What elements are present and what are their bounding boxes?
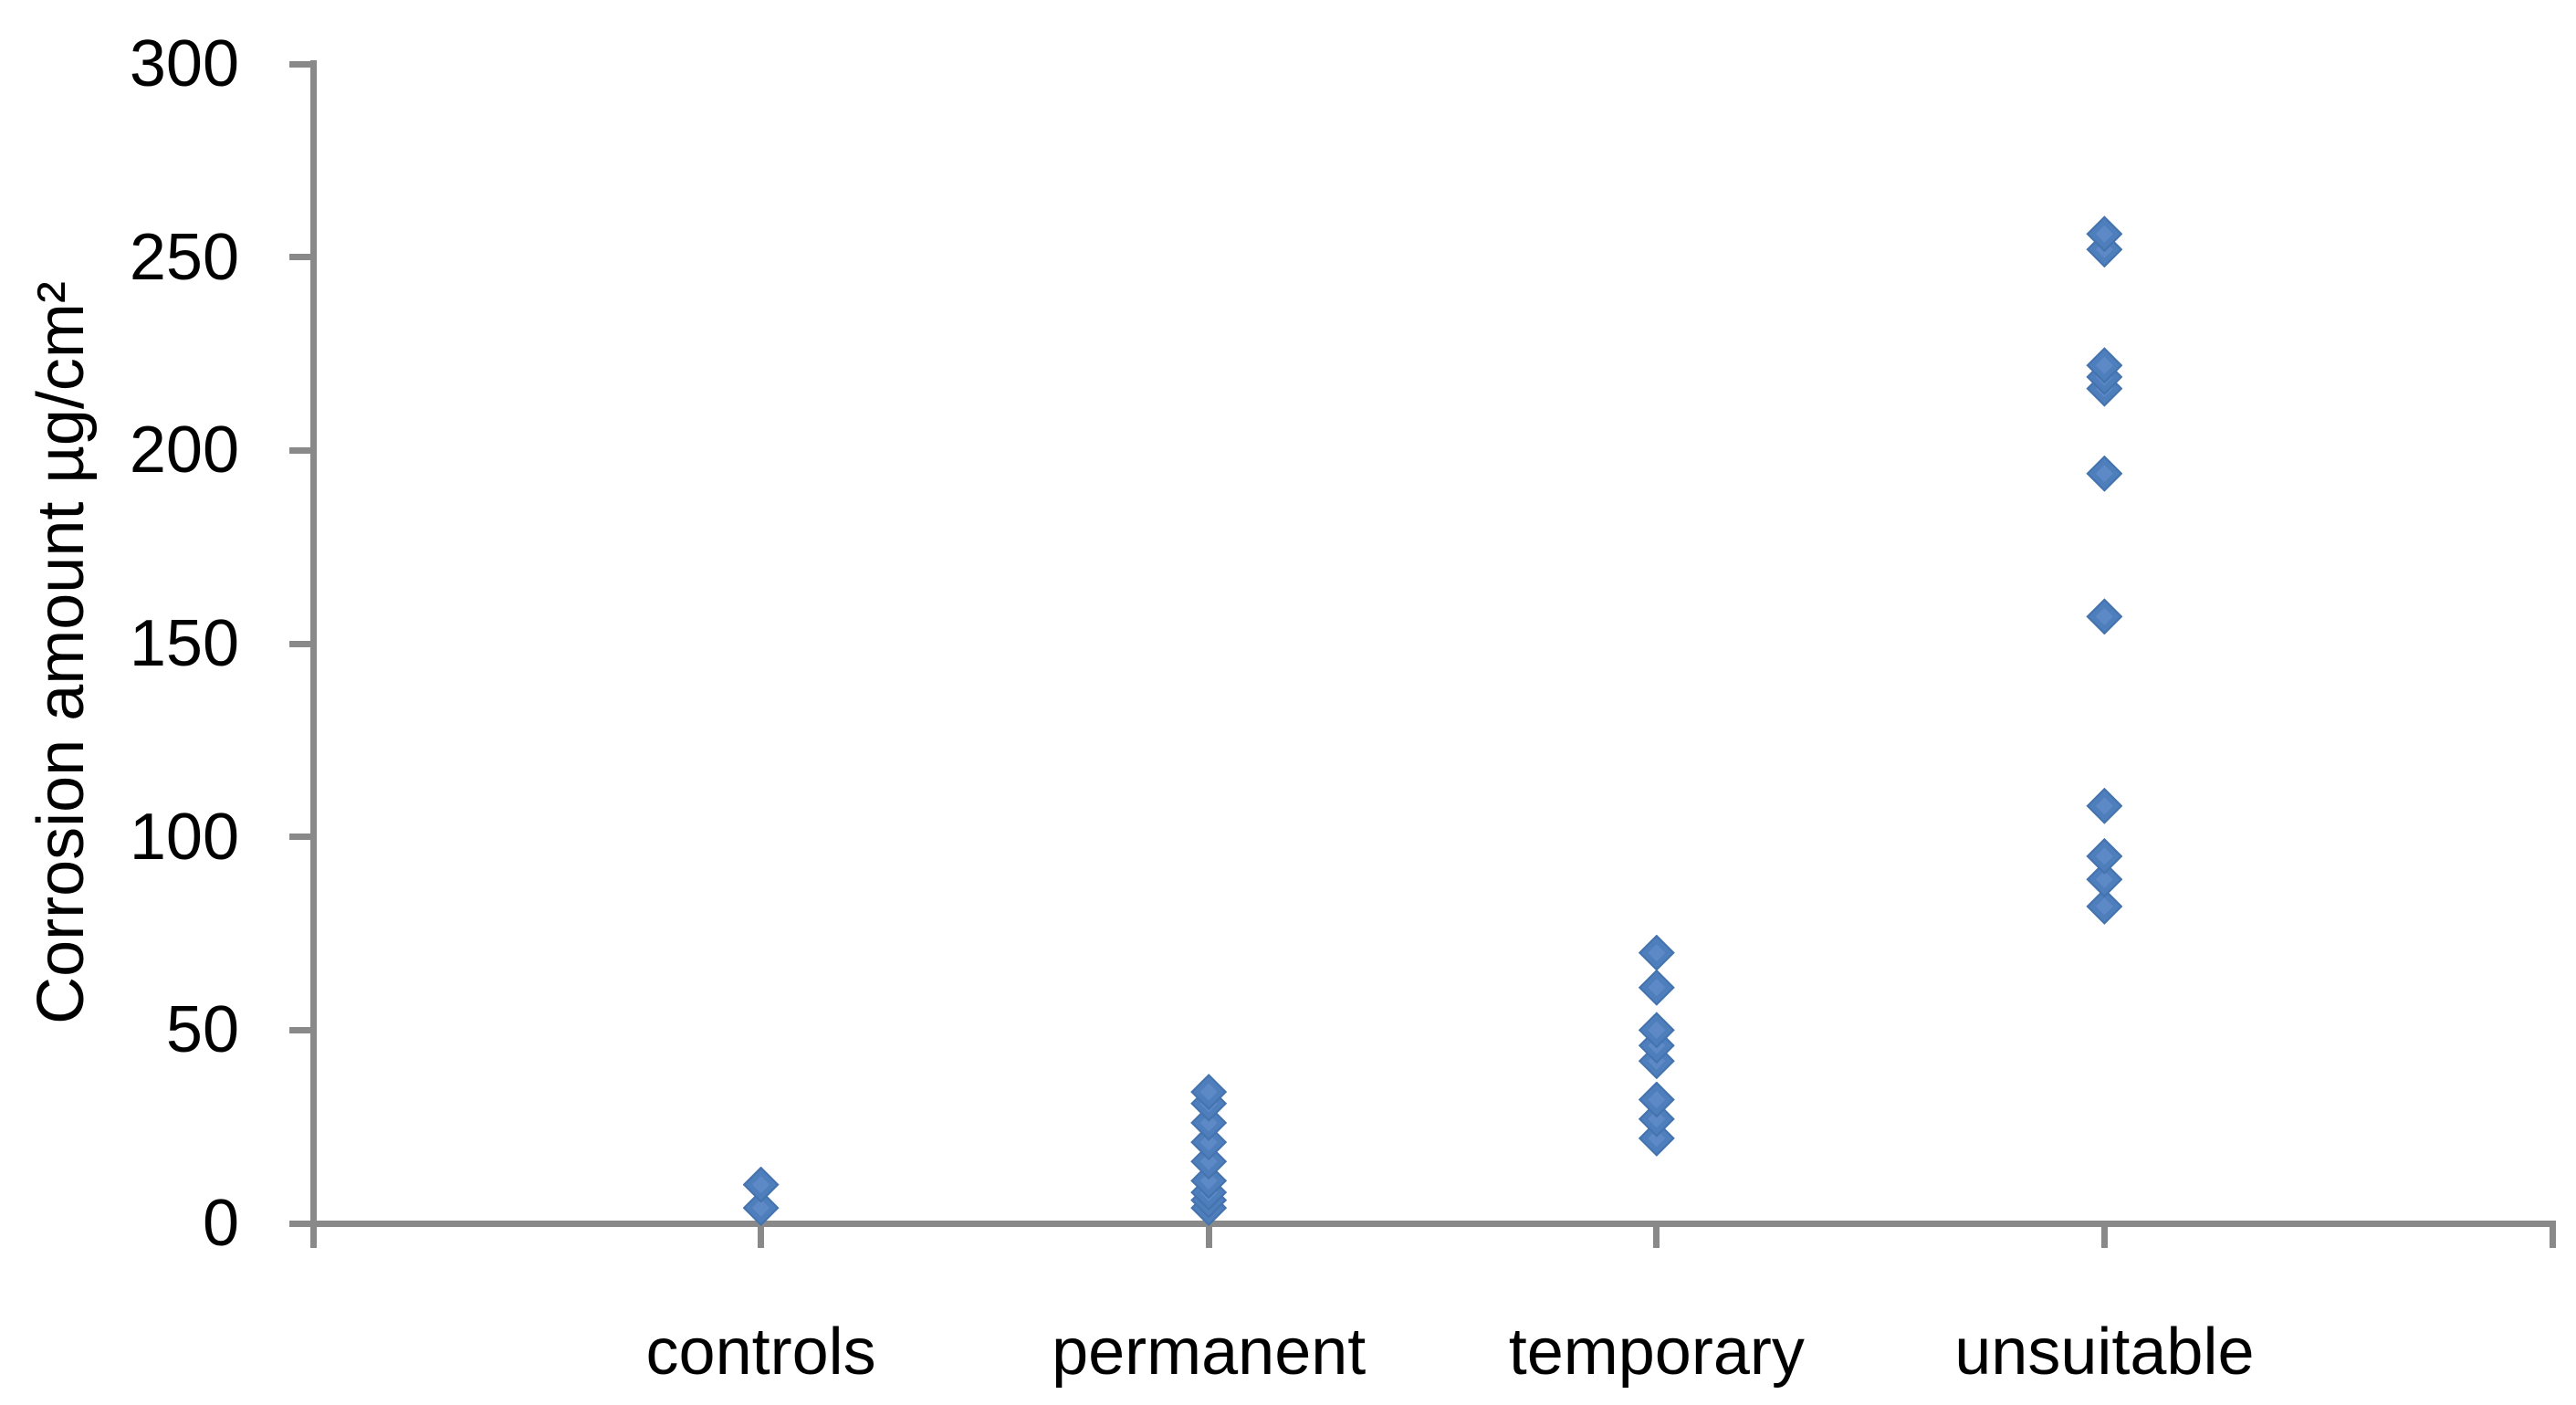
x-axis-line — [310, 1221, 2556, 1227]
y-tick-label-200: 200 — [129, 414, 239, 488]
y-tick-50 — [289, 1026, 313, 1033]
y-tick-label-50: 50 — [165, 993, 239, 1067]
data-point-diamond-temporary-61 — [1638, 969, 1675, 1006]
y-tick-300 — [289, 60, 313, 68]
diamond-highlight — [1648, 1129, 1666, 1148]
category-label-controls: controls — [645, 1316, 876, 1389]
diamond-highlight — [2095, 356, 2113, 374]
y-tick-label-250: 250 — [129, 220, 239, 294]
diamond-highlight — [2095, 465, 2113, 483]
diamond-highlight — [1648, 1110, 1666, 1128]
x-tick-5 — [2549, 1223, 2556, 1248]
diamond-facet — [2089, 790, 2120, 822]
diamond-highlight — [2095, 607, 2113, 625]
y-tick-200 — [289, 446, 313, 454]
y-tick-label-100: 100 — [129, 800, 239, 874]
data-point-diamond-temporary-32 — [1638, 1081, 1675, 1118]
y-tick-100 — [289, 834, 313, 841]
x-tick-4 — [2100, 1223, 2108, 1248]
diamond-facet — [1640, 937, 1672, 969]
diamond-facet — [2089, 840, 2120, 872]
diamond-highlight — [1648, 944, 1666, 962]
diamond-facet — [2089, 457, 2120, 489]
data-point-diamond-temporary-70 — [1638, 934, 1675, 971]
y-tick-label-150: 150 — [129, 607, 239, 680]
diamond-highlight — [1648, 1021, 1666, 1039]
diamond-facet — [1640, 1084, 1672, 1116]
data-point-diamond-unsuitable-157 — [2086, 598, 2123, 635]
diamond-facet — [2089, 601, 2120, 633]
diamond-highlight — [1199, 1171, 1218, 1190]
data-point-diamond-controls-10 — [742, 1166, 780, 1203]
diamond-highlight — [1648, 979, 1666, 997]
diamond-highlight — [752, 1199, 770, 1217]
diamond-highlight — [1199, 1152, 1218, 1170]
diamond-highlight — [1199, 1114, 1218, 1132]
y-tick-250 — [289, 254, 313, 261]
diamond-highlight — [2095, 870, 2113, 888]
data-point-diamond-unsuitable-108 — [2086, 787, 2123, 824]
diamond-highlight — [1648, 1091, 1666, 1109]
diamond-highlight — [2095, 797, 2113, 815]
y-tick-label-0: 0 — [202, 1187, 239, 1260]
diamond-highlight — [2095, 225, 2113, 243]
diamond-highlight — [1199, 1133, 1218, 1151]
diamond-facet — [745, 1169, 777, 1201]
x-tick-3 — [1653, 1223, 1660, 1248]
category-label-permanent: permanent — [1052, 1316, 1367, 1389]
category-label-temporary: temporary — [1508, 1316, 1805, 1389]
diamond-highlight — [1199, 1083, 1218, 1101]
x-tick-0 — [309, 1223, 317, 1248]
diamond-highlight — [752, 1176, 770, 1194]
x-tick-1 — [758, 1223, 765, 1248]
diamond-highlight — [2095, 847, 2113, 865]
data-point-diamond-unsuitable-95 — [2086, 837, 2123, 875]
y-axis-line — [310, 60, 317, 1248]
diamond-highlight — [2095, 897, 2113, 916]
y-tick-0 — [289, 1220, 313, 1227]
y-tick-150 — [289, 640, 313, 647]
data-point-diamond-unsuitable-194 — [2086, 455, 2123, 492]
x-tick-2 — [1205, 1223, 1212, 1248]
diamond-facet — [1640, 971, 1672, 1003]
y-tick-label-300: 300 — [129, 27, 239, 100]
category-label-unsuitable: unsuitable — [1954, 1316, 2255, 1389]
